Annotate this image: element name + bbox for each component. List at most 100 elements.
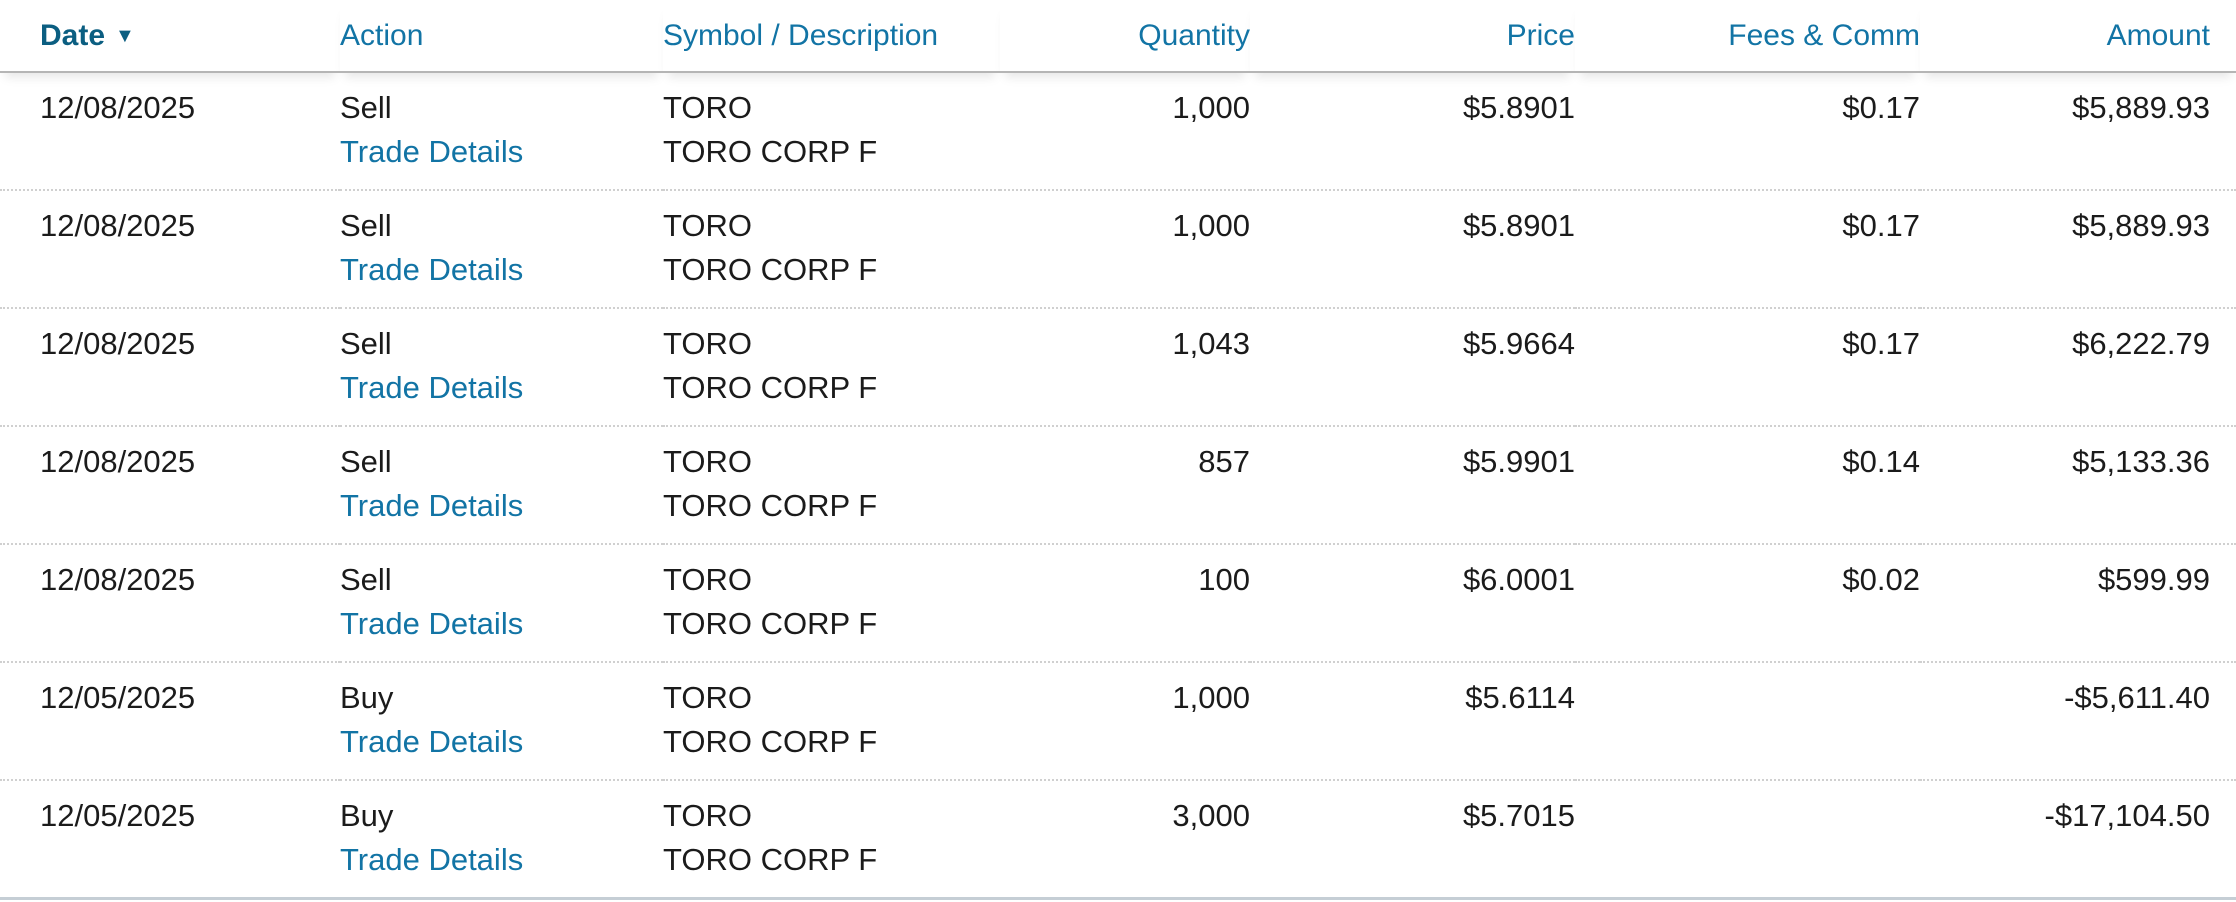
column-header-fees-comm[interactable]: Fees & Comm — [1575, 0, 1920, 73]
symbol-label: TORO — [663, 562, 752, 597]
column-header-symbol-description[interactable]: Symbol / Description — [663, 0, 1000, 73]
symbol-label: TORO — [663, 444, 752, 479]
description-label: TORO CORP F — [663, 724, 878, 759]
trade-details-link[interactable]: Trade Details — [340, 724, 524, 759]
trade-date: 12/08/2025 — [40, 90, 196, 125]
price-cell: $5.9664 — [1250, 308, 1575, 427]
fees-cell: $0.17 — [1575, 308, 1920, 427]
amount-cell: -$5,611.40 — [1920, 662, 2236, 781]
description-label: TORO CORP F — [663, 488, 878, 523]
trade-details-link[interactable]: Trade Details — [340, 134, 524, 169]
date-cell: 12/08/2025 — [0, 190, 340, 309]
trade-details-link[interactable]: Trade Details — [340, 370, 524, 405]
symbol-cell: TORO TORO CORP F — [663, 544, 1000, 663]
symbol-cell: TORO TORO CORP F — [663, 190, 1000, 309]
trade-date: 12/08/2025 — [40, 326, 196, 361]
action-label: Sell — [340, 562, 392, 597]
column-header-amount[interactable]: Amount — [1920, 0, 2236, 73]
amount-cell: $599.99 — [1920, 544, 2236, 663]
column-header-price[interactable]: Price — [1250, 0, 1575, 73]
trade-date: 12/08/2025 — [40, 208, 196, 243]
quantity-cell: 1,000 — [1000, 662, 1250, 781]
symbol-label: TORO — [663, 326, 752, 361]
fees-cell: $0.17 — [1575, 72, 1920, 191]
trade-details-link[interactable]: Trade Details — [340, 842, 524, 877]
quantity-cell: 3,000 — [1000, 780, 1250, 900]
action-label: Sell — [340, 208, 392, 243]
date-cell: 12/08/2025 — [0, 544, 340, 663]
action-cell: Sell Trade Details — [340, 544, 663, 663]
symbol-label: TORO — [663, 208, 752, 243]
symbol-cell: TORO TORO CORP F — [663, 426, 1000, 545]
column-header-date-label: Date — [40, 18, 106, 52]
trade-date: 12/05/2025 — [40, 798, 196, 833]
fees-cell — [1575, 780, 1920, 900]
action-cell: Buy Trade Details — [340, 780, 663, 900]
action-cell: Sell Trade Details — [340, 308, 663, 427]
action-label: Buy — [340, 680, 394, 715]
trade-details-link[interactable]: Trade Details — [340, 606, 524, 641]
fees-cell — [1575, 662, 1920, 781]
symbol-label: TORO — [663, 90, 752, 125]
price-cell: $5.8901 — [1250, 190, 1575, 309]
table-row: 12/08/2025 Sell Trade Details TORO TORO … — [0, 190, 2236, 309]
table-row: 12/08/2025 Sell Trade Details TORO TORO … — [0, 308, 2236, 427]
action-label: Sell — [340, 90, 392, 125]
date-cell: 12/08/2025 — [0, 72, 340, 191]
table-row: 12/08/2025 Sell Trade Details TORO TORO … — [0, 426, 2236, 545]
symbol-cell: TORO TORO CORP F — [663, 780, 1000, 900]
symbol-label: TORO — [663, 798, 752, 833]
date-cell: 12/05/2025 — [0, 780, 340, 900]
column-header-action[interactable]: Action — [340, 0, 663, 73]
fees-cell: $0.02 — [1575, 544, 1920, 663]
date-cell: 12/05/2025 — [0, 662, 340, 781]
table-header: Date ▼ Action Symbol / Description Quanti… — [0, 0, 2236, 73]
action-label: Sell — [340, 444, 392, 479]
description-label: TORO CORP F — [663, 370, 878, 405]
date-cell: 12/08/2025 — [0, 308, 340, 427]
amount-cell: $5,889.93 — [1920, 190, 2236, 309]
amount-cell: $6,222.79 — [1920, 308, 2236, 427]
price-cell: $5.9901 — [1250, 426, 1575, 545]
quantity-cell: 1,043 — [1000, 308, 1250, 427]
action-label: Buy — [340, 798, 394, 833]
symbol-cell: TORO TORO CORP F — [663, 662, 1000, 781]
description-label: TORO CORP F — [663, 606, 878, 641]
price-cell: $6.0001 — [1250, 544, 1575, 663]
table-row: 12/08/2025 Sell Trade Details TORO TORO … — [0, 544, 2236, 663]
action-cell: Buy Trade Details — [340, 662, 663, 781]
trade-date: 12/08/2025 — [40, 444, 196, 479]
symbol-cell: TORO TORO CORP F — [663, 72, 1000, 191]
symbol-label: TORO — [663, 680, 752, 715]
history-table-body: 12/08/2025 Sell Trade Details TORO TORO … — [0, 72, 2236, 900]
description-label: TORO CORP F — [663, 134, 878, 169]
symbol-cell: TORO TORO CORP F — [663, 308, 1000, 427]
date-cell: 12/08/2025 — [0, 426, 340, 545]
price-cell: $5.7015 — [1250, 780, 1575, 900]
action-label: Sell — [340, 326, 392, 361]
quantity-cell: 100 — [1000, 544, 1250, 663]
price-cell: $5.6114 — [1250, 662, 1575, 781]
trade-date: 12/08/2025 — [40, 562, 196, 597]
trade-details-link[interactable]: Trade Details — [340, 488, 524, 523]
column-header-quantity[interactable]: Quantity — [1000, 0, 1250, 73]
table-row: 12/05/2025 Buy Trade Details TORO TORO C… — [0, 780, 2236, 900]
action-cell: Sell Trade Details — [340, 190, 663, 309]
table-row: 12/05/2025 Buy Trade Details TORO TORO C… — [0, 662, 2236, 781]
quantity-cell: 1,000 — [1000, 190, 1250, 309]
description-label: TORO CORP F — [663, 842, 878, 877]
sort-descending-icon: ▼ — [115, 24, 135, 47]
amount-cell: $5,133.36 — [1920, 426, 2236, 545]
amount-cell: $5,889.93 — [1920, 72, 2236, 191]
quantity-cell: 857 — [1000, 426, 1250, 545]
column-header-date[interactable]: Date ▼ — [0, 0, 340, 73]
fees-cell: $0.14 — [1575, 426, 1920, 545]
table-row: 12/08/2025 Sell Trade Details TORO TORO … — [0, 72, 2236, 191]
trade-date: 12/05/2025 — [40, 680, 196, 715]
trade-details-link[interactable]: Trade Details — [340, 252, 524, 287]
action-cell: Sell Trade Details — [340, 426, 663, 545]
action-cell: Sell Trade Details — [340, 72, 663, 191]
price-cell: $5.8901 — [1250, 72, 1575, 191]
fees-cell: $0.17 — [1575, 190, 1920, 309]
